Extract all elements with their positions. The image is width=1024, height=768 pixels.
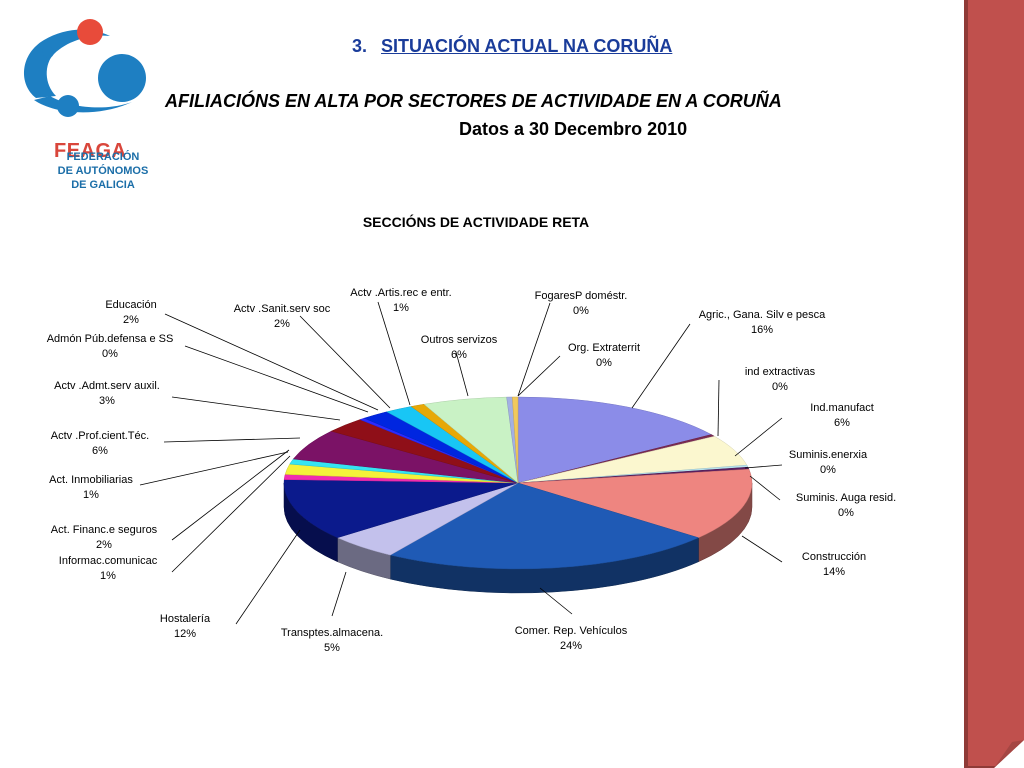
slice-label-3: Suminis.enerxia <box>789 449 868 461</box>
slice-label-13: Actv .Admt.serv auxil. <box>54 380 160 392</box>
slice-20 <box>512 396 519 484</box>
leader-line-13 <box>171 396 341 421</box>
leader-line-6 <box>539 587 573 615</box>
slice-value-label-9: 1% <box>100 570 116 582</box>
slice-value-label-17: 1% <box>393 302 409 314</box>
date-line: Datos a 30 Decembro 2010 <box>459 119 688 139</box>
section-number: 3. <box>352 36 368 56</box>
logo-subtitle-line-1: FEDERACIÓN <box>66 151 140 163</box>
leader-line-4 <box>749 475 781 501</box>
slice-0 <box>517 396 713 484</box>
slice-value-label-12: 6% <box>92 445 108 457</box>
side-decorative-bar <box>964 0 1024 768</box>
slice-value-label-10: 2% <box>96 539 112 551</box>
leader-line-0 <box>631 323 691 409</box>
leader-line-19 <box>517 302 551 397</box>
slice-label-16: Actv .Sanit.serv soc <box>234 303 331 315</box>
slice-label-5: Construcción <box>802 551 866 563</box>
slice-value-label-4: 0% <box>838 507 854 519</box>
slice-value-label-2: 6% <box>834 417 850 429</box>
logo-mark-icon <box>24 19 146 117</box>
slice-label-2: Ind.manufact <box>810 402 874 414</box>
slice-value-label-16: 2% <box>274 318 290 330</box>
leader-line-14 <box>184 345 369 413</box>
slice-label-9: Informac.comunicac <box>59 555 158 567</box>
leader-line-18 <box>455 351 469 397</box>
page-title: AFILIACIÓNS EN ALTA POR SECTORES DE ACTI… <box>165 91 782 111</box>
pie-chart: SECCIÓNS DE ACTIVIDADE RETA Agric., Gana… <box>47 213 896 654</box>
slice-label-17: Actv .Artis.rec e entr. <box>350 287 451 299</box>
slice-value-label-8: 12% <box>174 628 196 640</box>
logo-subtitle-line-2: DE AUTÓNOMOS <box>57 165 149 177</box>
slice-label-7: Transptes.almacena. <box>281 627 383 639</box>
pie-labels: Agric., Gana. Silv e pesca 16% ind extract… <box>47 287 896 654</box>
slice-label-10: Act. Financ.e seguros <box>51 524 158 536</box>
slice-label-6: Comer. Rep. Vehículos <box>515 625 628 637</box>
leader-line-8 <box>235 529 301 625</box>
slice-label-1: ind extractivas <box>745 366 816 378</box>
logo-subtitle-line-3: DE GALICIA <box>71 179 135 191</box>
slice-label-12: Actv .Prof.cient.Téc. <box>51 430 149 442</box>
leader-line-16 <box>299 315 391 409</box>
slice-value-label-18: 6% <box>451 349 467 361</box>
slice-label-18: Outros servizos <box>421 334 498 346</box>
slice-value-label-5: 14% <box>823 566 845 578</box>
chart-title: SECCIÓNS DE ACTIVIDADE RETA <box>363 213 589 230</box>
slice-value-label-1: 0% <box>772 381 788 393</box>
slice-label-0: Agric., Gana. Silv e pesca <box>699 309 826 321</box>
leader-line-11 <box>139 451 289 486</box>
leader-line-10 <box>171 449 290 541</box>
slice-value-label-15: 2% <box>123 314 139 326</box>
slice-8 <box>283 479 519 538</box>
logo-name: FEAGA <box>54 140 127 162</box>
slice-value-label-13: 3% <box>99 395 115 407</box>
leader-line-20 <box>517 355 561 397</box>
slice-value-label-3: 0% <box>820 464 836 476</box>
pie-slices <box>283 396 753 594</box>
slice-value-label-20: 0% <box>596 357 612 369</box>
slice-label-19: FogaresP doméstr. <box>535 290 628 302</box>
leader-line-9 <box>171 455 291 573</box>
leader-line-12 <box>163 437 301 443</box>
leader-line-15 <box>164 313 379 411</box>
leader-line-7 <box>331 571 347 617</box>
slice-label-14: Admón Púb.defensa e SS <box>47 333 174 345</box>
leader-line-1 <box>717 379 720 437</box>
slice-value-label-11: 1% <box>83 489 99 501</box>
leader-line-2 <box>734 417 783 457</box>
section-title: SITUACIÓN ACTUAL NA CORUÑA <box>381 36 673 56</box>
leader-line-17 <box>377 301 411 406</box>
leader-line-3 <box>744 464 783 469</box>
feaga-logo: FEAGA FEDERACIÓN DE AUTÓNOMOS DE GALICIA <box>14 14 154 204</box>
slice-label-11: Act. Inmobiliarias <box>49 474 133 486</box>
slice-5 <box>517 468 753 538</box>
slice-value-label-7: 5% <box>324 642 340 654</box>
pie-top <box>283 396 753 570</box>
slice-label-20: Org. Extraterrit <box>568 342 640 354</box>
slice-label-4: Suminis. Auga resid. <box>796 492 896 504</box>
section-heading: 3. SITUACIÓN ACTUAL NA CORUÑA <box>352 36 672 57</box>
slice-value-label-6: 24% <box>560 640 582 652</box>
leader-line-5 <box>741 535 783 563</box>
slice-label-15: Educación <box>105 299 156 311</box>
slice-value-label-14: 0% <box>102 348 118 360</box>
slice-value-label-19: 0% <box>573 305 589 317</box>
slice-value-label-0: 16% <box>751 324 773 336</box>
slice-label-8: Hostalería <box>160 613 211 625</box>
slice-6 <box>389 482 700 570</box>
